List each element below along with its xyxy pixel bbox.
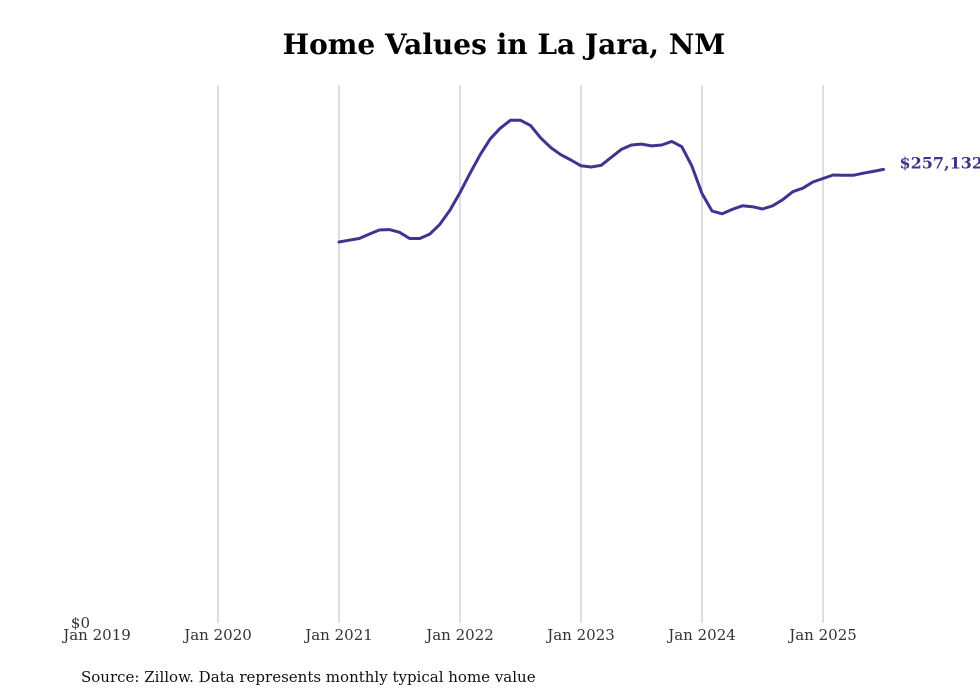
y-axis-ticks: $0 bbox=[71, 614, 90, 632]
series-layer bbox=[337, 118, 885, 244]
end-label-layer: $257,132 bbox=[900, 153, 980, 172]
end-value-label: $257,132 bbox=[900, 153, 980, 172]
x-tick-label: Jan 2024 bbox=[666, 626, 736, 644]
x-tick-label: Jan 2025 bbox=[787, 626, 857, 644]
x-tick-label: Jan 2019 bbox=[61, 626, 131, 644]
series-line bbox=[337, 118, 885, 244]
x-tick-label: Jan 2022 bbox=[424, 626, 494, 644]
x-tick-label: Jan 2023 bbox=[545, 626, 615, 644]
x-axis-ticks: Jan 2019 Jan 2020 Jan 2021 Jan 2022 Jan 2023… bbox=[61, 626, 857, 644]
y-tick-label: $0 bbox=[71, 614, 90, 632]
source-note: Source: Zillow. Data represents monthly … bbox=[81, 668, 536, 686]
x-tick-label: Jan 2020 bbox=[182, 626, 252, 644]
x-tick-label: Jan 2021 bbox=[303, 626, 373, 644]
gridlines bbox=[217, 85, 824, 623]
chart-title: Home Values in La Jara, NM bbox=[282, 28, 726, 61]
